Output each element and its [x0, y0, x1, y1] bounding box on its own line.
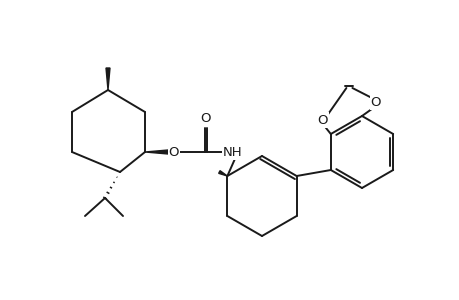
Text: NH: NH — [223, 146, 242, 158]
Polygon shape — [145, 150, 168, 154]
Text: O: O — [317, 113, 327, 127]
Text: O: O — [200, 112, 211, 125]
Polygon shape — [106, 68, 110, 90]
Text: O: O — [370, 95, 381, 109]
Polygon shape — [218, 171, 227, 176]
Text: O: O — [168, 146, 179, 158]
